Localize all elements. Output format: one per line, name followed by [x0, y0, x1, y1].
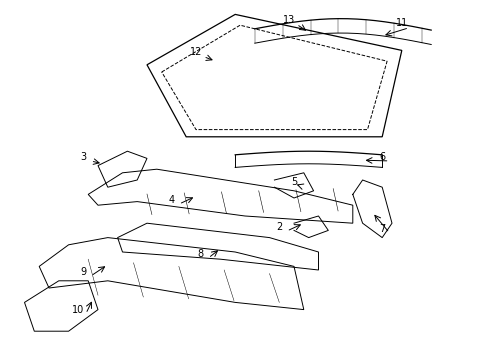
Text: 8: 8	[198, 249, 204, 259]
Text: 6: 6	[379, 152, 385, 162]
Text: 10: 10	[73, 305, 84, 315]
Text: 3: 3	[80, 152, 86, 162]
Text: 9: 9	[80, 267, 86, 277]
Text: 4: 4	[169, 195, 174, 205]
Text: 7: 7	[379, 224, 385, 234]
Text: 2: 2	[276, 222, 282, 232]
Text: 13: 13	[283, 15, 295, 25]
Text: 12: 12	[190, 47, 202, 57]
Text: 11: 11	[395, 18, 408, 28]
Text: 5: 5	[291, 177, 297, 187]
